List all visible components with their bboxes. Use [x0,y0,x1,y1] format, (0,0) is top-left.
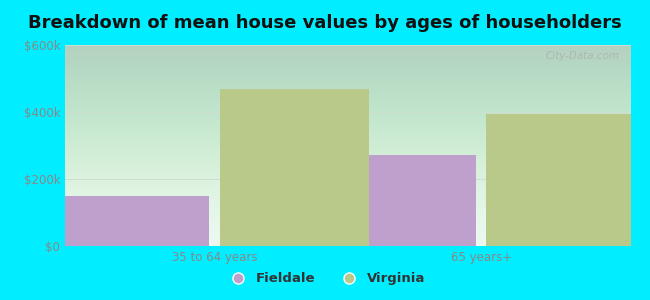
Text: Breakdown of mean house values by ages of householders: Breakdown of mean house values by ages o… [28,14,622,32]
Bar [60,196,209,246]
Bar [220,89,369,246]
Bar [326,155,476,246]
Legend: Fieldale, Virginia: Fieldale, Virginia [219,267,431,290]
Bar [486,114,636,246]
Text: City-Data.com: City-Data.com [545,51,619,61]
